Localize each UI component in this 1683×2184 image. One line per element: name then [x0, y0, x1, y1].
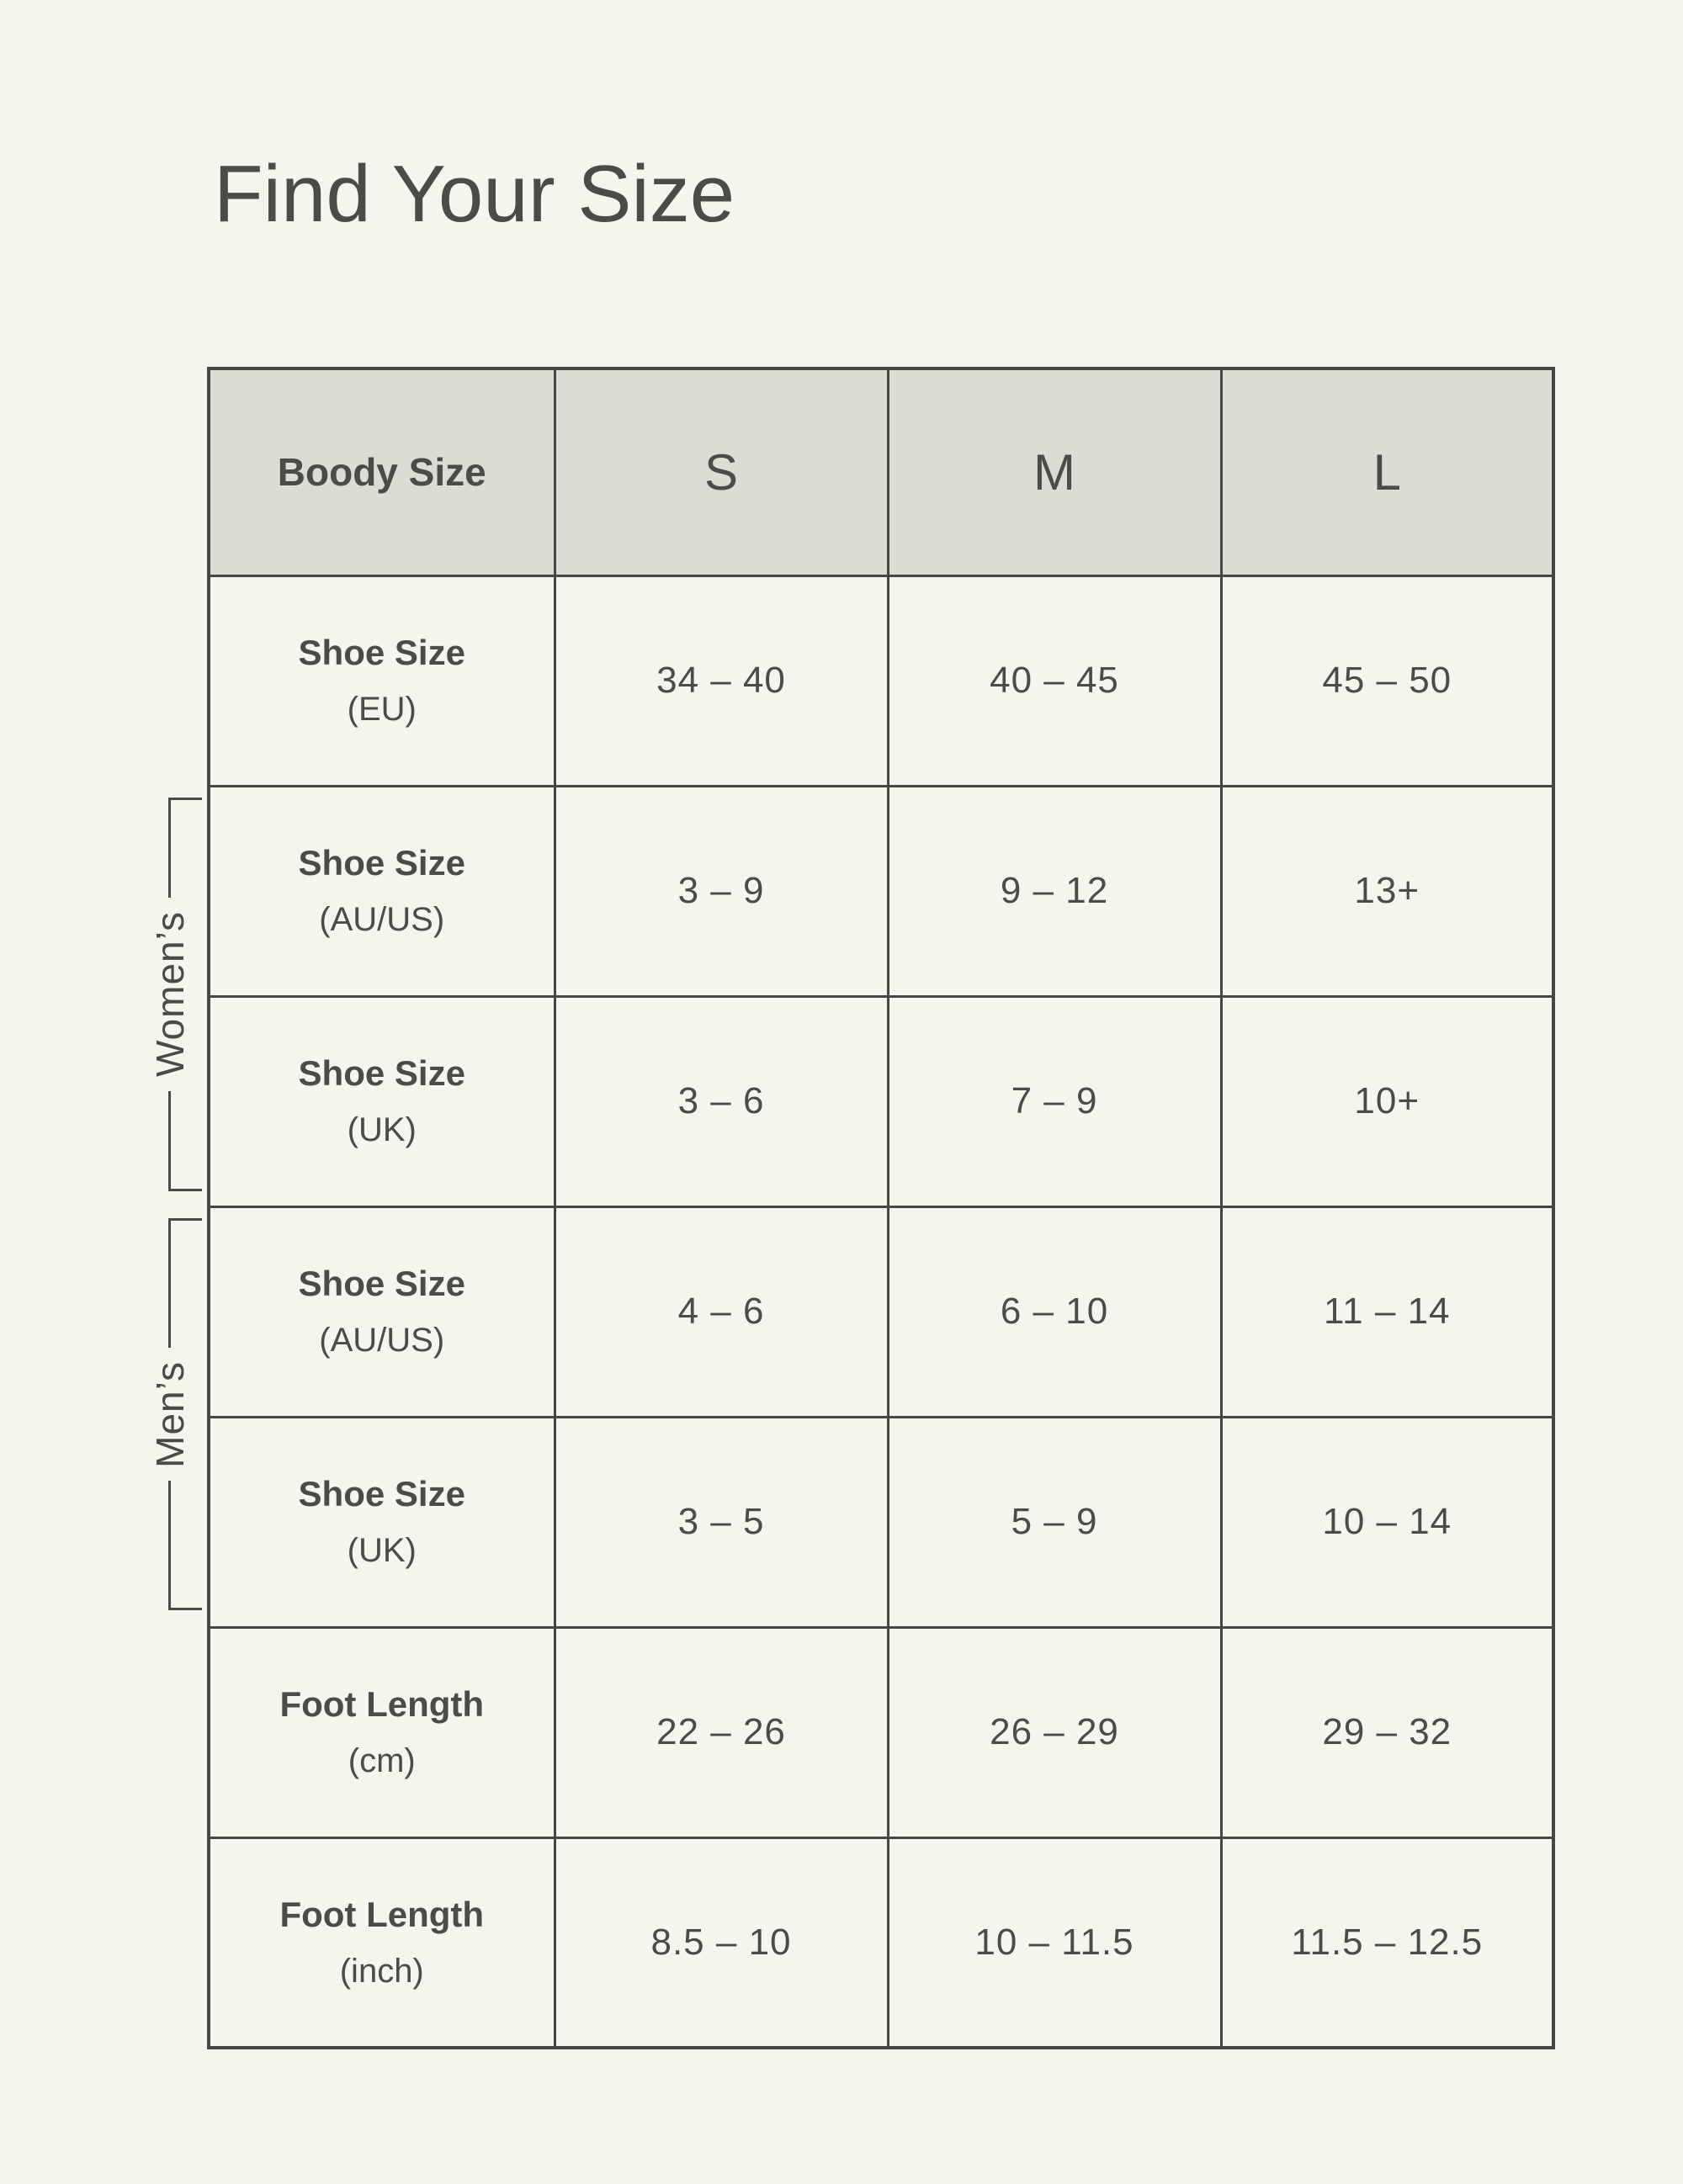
cell-footcm-m: 26 – 29 [886, 1625, 1223, 1839]
cell-womens-uk-m: 7 – 9 [886, 994, 1223, 1208]
womens-group-label: Women’s [148, 911, 192, 1078]
cell-value: 9 – 12 [1000, 870, 1109, 911]
cell-value: 7 – 9 [1011, 1080, 1098, 1121]
mens-group-label: Men’s [148, 1360, 192, 1468]
cell-mens-auus-s: 4 – 6 [553, 1205, 889, 1418]
cell-value: 11 – 14 [1323, 1291, 1451, 1332]
row-sublabel: (inch) [339, 1952, 424, 1990]
table-row-womens-shoe-size-uk: Shoe Size (UK) 3 – 6 7 – 9 10+ [207, 994, 1555, 1208]
cell-value: 45 – 50 [1322, 660, 1452, 701]
cell-footinch-s: 8.5 – 10 [553, 1836, 889, 2049]
size-s-label: S [703, 443, 739, 501]
cell-value: 10 – 11.5 [974, 1921, 1134, 1963]
row-label: Shoe Size [298, 1473, 465, 1513]
header-cell-size-s: S [553, 367, 889, 577]
cell-footinch-m: 10 – 11.5 [886, 1836, 1223, 2049]
row-label-cell: Shoe Size (UK) [207, 994, 556, 1208]
cell-mens-uk-s: 3 – 5 [553, 1415, 889, 1629]
table-row-mens-shoe-size-auus: Shoe Size (AU/US) 4 – 6 6 – 10 11 – 14 [207, 1205, 1555, 1418]
cell-value: 26 – 29 [990, 1711, 1119, 1752]
table-row-shoe-size-eu: Shoe Size (EU) 34 – 40 40 – 45 45 – 50 [207, 574, 1555, 787]
row-label: Shoe Size [298, 632, 465, 672]
row-label-cell: Shoe Size (AU/US) [207, 784, 556, 998]
header-cell-size-l: L [1219, 367, 1555, 577]
cell-value: 3 – 6 [677, 1080, 765, 1121]
cell-mens-auus-m: 6 – 10 [886, 1205, 1223, 1418]
row-label-cell: Foot Length (cm) [207, 1625, 556, 1839]
cell-womens-auus-l: 13+ [1219, 784, 1555, 998]
size-chart-table: Boody Size S M L Shoe Size (EU) 34 – 40 … [207, 367, 1555, 2049]
bracket-line-bottom [168, 1481, 202, 1610]
cell-mens-uk-l: 10 – 14 [1219, 1415, 1555, 1629]
size-l-label: L [1372, 443, 1401, 501]
cell-womens-uk-l: 10+ [1219, 994, 1555, 1208]
cell-mens-uk-m: 5 – 9 [886, 1415, 1223, 1629]
bracket-line-top [168, 798, 202, 899]
womens-group-bracket: Women’s [148, 798, 202, 1192]
cell-value: 3 – 9 [677, 870, 765, 911]
cell-footcm-l: 29 – 32 [1219, 1625, 1555, 1839]
row-label: Shoe Size [298, 842, 465, 883]
row-label-cell: Shoe Size (UK) [207, 1415, 556, 1629]
cell-footcm-s: 22 – 26 [553, 1625, 889, 1839]
row-sublabel: (EU) [347, 691, 417, 729]
header-label: Boody Size [277, 450, 486, 495]
row-sublabel: (AU/US) [319, 1322, 445, 1360]
cell-value: 10+ [1354, 1080, 1420, 1121]
row-label: Shoe Size [298, 1263, 465, 1303]
table-row-mens-shoe-size-uk: Shoe Size (UK) 3 – 5 5 – 9 10 – 14 [207, 1415, 1555, 1629]
row-sublabel: (cm) [348, 1742, 416, 1780]
row-label: Foot Length [279, 1894, 485, 1934]
mens-group-bracket: Men’s [148, 1218, 202, 1610]
cell-value: 3 – 5 [677, 1501, 765, 1542]
row-label-cell: Shoe Size (EU) [207, 574, 556, 787]
row-label: Foot Length [279, 1683, 485, 1724]
cell-womens-auus-s: 3 – 9 [553, 784, 889, 998]
bracket-line-top [168, 1218, 202, 1348]
cell-value: 29 – 32 [1322, 1711, 1452, 1752]
row-label: Shoe Size [298, 1052, 465, 1093]
cell-value: 5 – 9 [1011, 1501, 1098, 1542]
bracket-line-bottom [168, 1090, 202, 1192]
row-label-cell: Shoe Size (AU/US) [207, 1205, 556, 1418]
cell-value: 13+ [1354, 870, 1420, 911]
row-sublabel: (UK) [347, 1111, 417, 1149]
row-sublabel: (AU/US) [319, 901, 445, 939]
cell-eu-s: 34 – 40 [553, 574, 889, 787]
size-m-label: M [1033, 443, 1075, 501]
row-sublabel: (UK) [347, 1532, 417, 1570]
header-cell-boody-size: Boody Size [207, 367, 556, 577]
bracket-label-wrap: Women’s [148, 898, 202, 1090]
table-row-foot-length-inch: Foot Length (inch) 8.5 – 10 10 – 11.5 11… [207, 1836, 1555, 2049]
row-label-cell: Foot Length (inch) [207, 1836, 556, 2049]
cell-value: 6 – 10 [1000, 1291, 1109, 1332]
table-row-womens-shoe-size-auus: Shoe Size (AU/US) 3 – 9 9 – 12 13+ [207, 784, 1555, 998]
cell-value: 34 – 40 [656, 660, 786, 701]
cell-value: 40 – 45 [990, 660, 1119, 701]
cell-eu-l: 45 – 50 [1219, 574, 1555, 787]
cell-mens-auus-l: 11 – 14 [1219, 1205, 1555, 1418]
cell-footinch-l: 11.5 – 12.5 [1219, 1836, 1555, 2049]
cell-eu-m: 40 – 45 [886, 574, 1223, 787]
table-row-foot-length-cm: Foot Length (cm) 22 – 26 26 – 29 29 – 32 [207, 1625, 1555, 1839]
page-title: Find Your Size [214, 149, 735, 239]
cell-value: 11.5 – 12.5 [1291, 1921, 1484, 1963]
bracket-label-wrap: Men’s [148, 1348, 202, 1482]
cell-value: 10 – 14 [1322, 1501, 1452, 1542]
cell-womens-uk-s: 3 – 6 [553, 994, 889, 1208]
cell-value: 4 – 6 [677, 1291, 765, 1332]
header-cell-size-m: M [886, 367, 1223, 577]
cell-value: 22 – 26 [656, 1711, 786, 1752]
cell-womens-auus-m: 9 – 12 [886, 784, 1223, 998]
cell-value: 8.5 – 10 [650, 1921, 792, 1963]
table-header-row: Boody Size S M L [207, 367, 1555, 577]
